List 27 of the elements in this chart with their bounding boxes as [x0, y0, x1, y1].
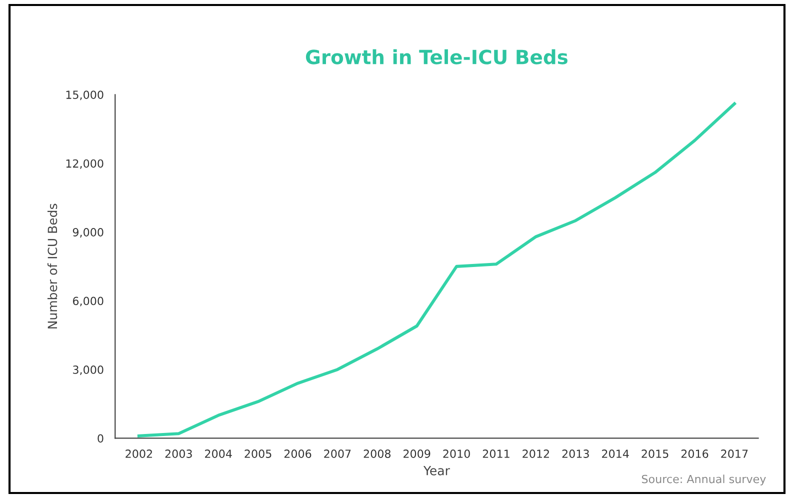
x-tick-label: 2010 — [443, 450, 470, 458]
x-tick-label: 2007 — [324, 450, 351, 458]
chart-title: Growth in Tele-ICU Beds — [306, 49, 568, 64]
x-tick-label: 2006 — [284, 450, 312, 458]
x-tick-label: 2008 — [364, 450, 391, 458]
x-tick-label: 2004 — [205, 450, 232, 458]
x-tick-label: 2002 — [126, 450, 152, 458]
source-note: Source: Annual survey — [642, 474, 766, 486]
x-tick-label: 2015 — [642, 450, 668, 458]
x-axis-title: Year — [423, 466, 450, 476]
x-tick-label: 2012 — [522, 450, 549, 458]
y-tick-label: 3,000 — [73, 365, 104, 376]
line-series — [137, 102, 736, 438]
y-tick-label: 0 — [98, 434, 104, 443]
x-tick-label: 2011 — [482, 450, 510, 458]
x-tick-label: 2013 — [562, 450, 589, 458]
x-tick-label: 2003 — [165, 450, 192, 458]
y-tick-label: 6,000 — [72, 296, 104, 306]
y-tick-label: 15,000 — [66, 90, 104, 100]
x-tick-label: 2014 — [602, 450, 629, 458]
x-tick-label: 2005 — [244, 450, 272, 458]
y-tick-label: 12,000 — [66, 159, 104, 169]
x-tick-label: 2017 — [721, 450, 748, 458]
y-axis-title: Number of ICU Beds — [47, 204, 58, 328]
x-tick-label: 2016 — [681, 450, 708, 458]
y-tick-label: 9,000 — [72, 228, 104, 238]
x-tick-label: 2009 — [404, 450, 430, 458]
